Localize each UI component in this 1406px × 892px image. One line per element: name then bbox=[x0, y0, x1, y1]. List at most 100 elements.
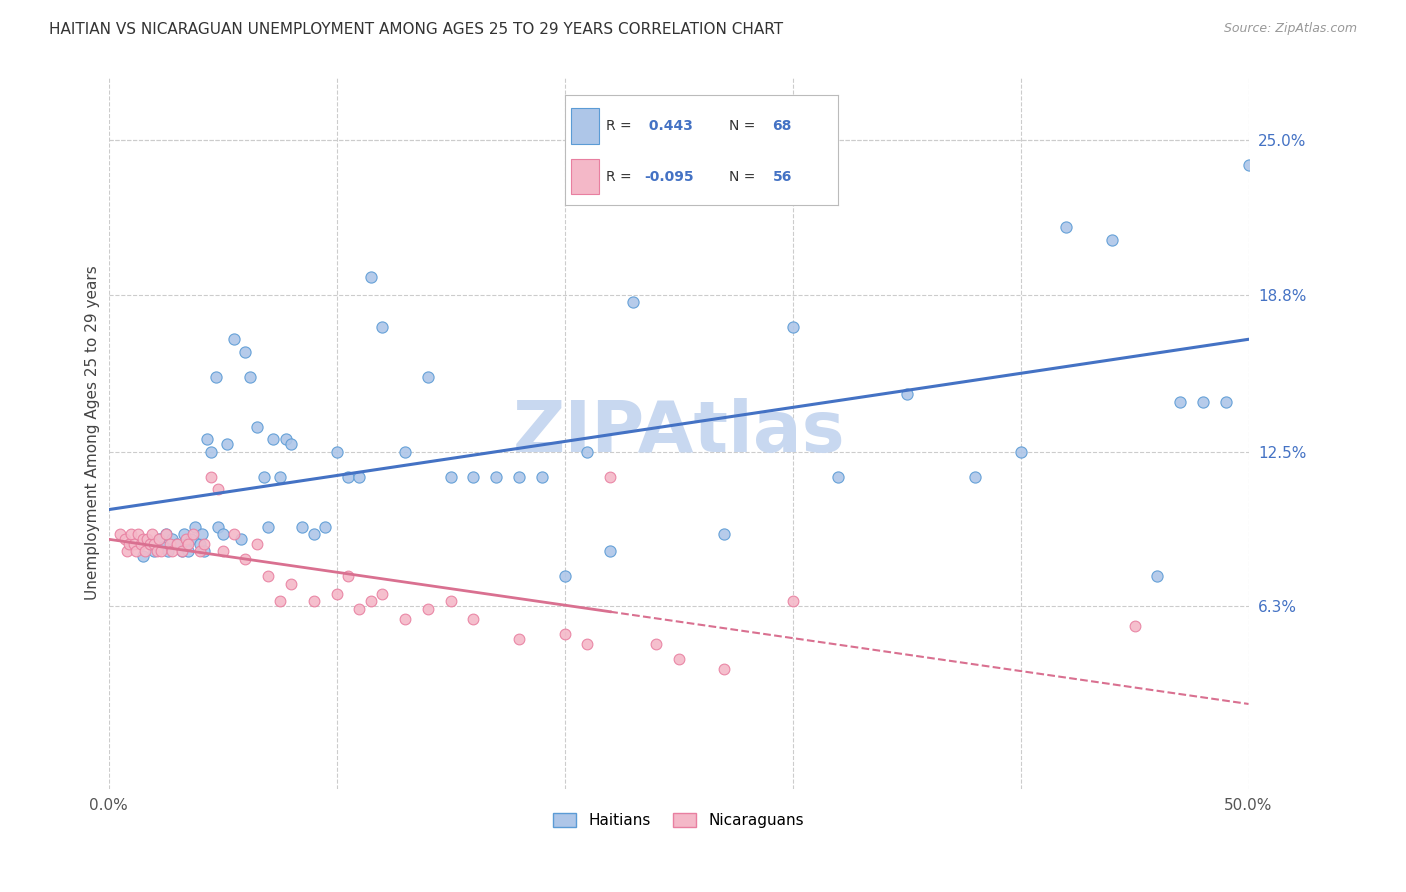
Point bbox=[1010, 444, 1032, 458]
Text: ZIPAtlas: ZIPAtlas bbox=[512, 399, 845, 467]
Point bbox=[170, 544, 193, 558]
Point bbox=[145, 544, 167, 558]
Point bbox=[554, 569, 576, 583]
Point bbox=[150, 544, 173, 558]
Point bbox=[269, 594, 291, 608]
Point bbox=[1237, 158, 1260, 172]
Point bbox=[132, 532, 155, 546]
Point bbox=[262, 432, 284, 446]
Point bbox=[554, 627, 576, 641]
Point bbox=[291, 519, 314, 533]
Point bbox=[246, 537, 269, 551]
Point bbox=[207, 482, 229, 496]
Point bbox=[302, 594, 325, 608]
Point bbox=[896, 387, 918, 401]
Point bbox=[177, 537, 200, 551]
Point bbox=[416, 602, 439, 616]
Point bbox=[599, 469, 621, 483]
Point bbox=[349, 602, 371, 616]
Point bbox=[621, 295, 644, 310]
Point bbox=[827, 469, 849, 483]
Point bbox=[337, 569, 360, 583]
Point bbox=[276, 432, 298, 446]
Point bbox=[530, 469, 553, 483]
Point bbox=[325, 587, 347, 601]
Point bbox=[508, 632, 530, 646]
Point bbox=[152, 540, 174, 554]
Point bbox=[713, 527, 735, 541]
Point bbox=[463, 469, 485, 483]
Point bbox=[239, 369, 262, 384]
Point bbox=[148, 532, 170, 546]
Point bbox=[200, 469, 222, 483]
Point bbox=[162, 544, 184, 558]
Point bbox=[222, 333, 245, 347]
Point bbox=[155, 527, 177, 541]
Point bbox=[1123, 619, 1146, 633]
Point bbox=[217, 437, 239, 451]
Point bbox=[1054, 220, 1077, 235]
Point bbox=[360, 270, 382, 285]
Text: HAITIAN VS NICARAGUAN UNEMPLOYMENT AMONG AGES 25 TO 29 YEARS CORRELATION CHART: HAITIAN VS NICARAGUAN UNEMPLOYMENT AMONG… bbox=[49, 22, 783, 37]
Point bbox=[193, 537, 215, 551]
Point bbox=[394, 612, 416, 626]
Point bbox=[143, 537, 166, 551]
Point bbox=[188, 537, 211, 551]
Point bbox=[195, 432, 218, 446]
Text: Source: ZipAtlas.com: Source: ZipAtlas.com bbox=[1223, 22, 1357, 36]
Point bbox=[156, 544, 179, 558]
Point bbox=[180, 532, 202, 546]
Point bbox=[136, 532, 159, 546]
Point bbox=[253, 469, 276, 483]
Point bbox=[463, 612, 485, 626]
Point bbox=[159, 537, 181, 551]
Point bbox=[371, 587, 394, 601]
Point bbox=[280, 437, 302, 451]
Point bbox=[668, 120, 690, 135]
Point bbox=[193, 544, 215, 558]
Point bbox=[162, 532, 184, 546]
Point bbox=[143, 544, 166, 558]
Point bbox=[576, 444, 599, 458]
Point bbox=[644, 637, 666, 651]
Point bbox=[782, 320, 804, 334]
Point bbox=[155, 527, 177, 541]
Point bbox=[211, 544, 233, 558]
Point bbox=[349, 469, 371, 483]
Point bbox=[439, 594, 461, 608]
Point bbox=[188, 544, 211, 558]
Point bbox=[713, 662, 735, 676]
Point bbox=[222, 527, 245, 541]
Point bbox=[416, 369, 439, 384]
Point bbox=[125, 544, 148, 558]
Point bbox=[129, 537, 152, 551]
Point bbox=[138, 537, 160, 551]
Point bbox=[1215, 394, 1237, 409]
Point bbox=[360, 594, 382, 608]
Point bbox=[576, 637, 599, 651]
Point bbox=[173, 527, 195, 541]
Point bbox=[280, 577, 302, 591]
Point bbox=[235, 345, 257, 359]
Point bbox=[141, 527, 163, 541]
Point bbox=[1168, 394, 1191, 409]
Point bbox=[166, 537, 188, 551]
Point bbox=[599, 544, 621, 558]
Point bbox=[229, 532, 252, 546]
Point bbox=[1101, 233, 1123, 247]
Point bbox=[134, 544, 156, 558]
Point bbox=[508, 469, 530, 483]
Point bbox=[394, 444, 416, 458]
Point bbox=[963, 469, 986, 483]
Point bbox=[337, 469, 360, 483]
Point bbox=[148, 532, 170, 546]
Point bbox=[668, 652, 690, 666]
Point bbox=[132, 549, 155, 564]
Point bbox=[170, 544, 193, 558]
Point bbox=[257, 569, 280, 583]
Point bbox=[257, 519, 280, 533]
Point bbox=[120, 527, 142, 541]
Point bbox=[302, 527, 325, 541]
Point bbox=[127, 527, 149, 541]
Point bbox=[200, 444, 222, 458]
